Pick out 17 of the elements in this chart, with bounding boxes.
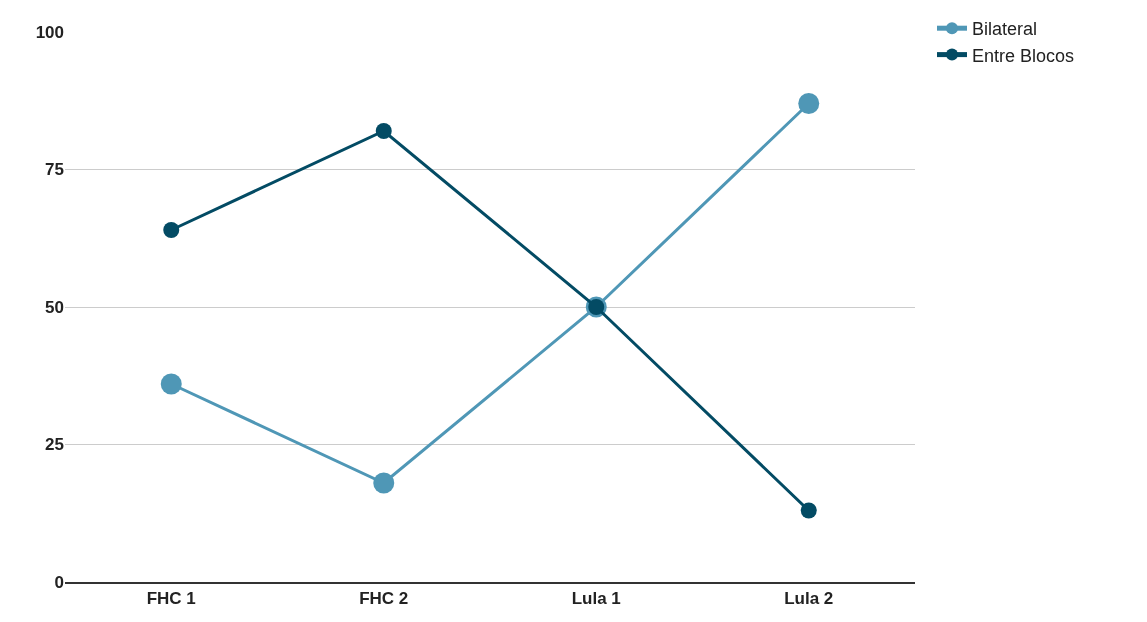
y-tick-label: 25 <box>45 435 64 455</box>
point <box>160 373 182 395</box>
y-tick-label: 100 <box>35 22 64 42</box>
x-tick-label: Lula 2 <box>784 589 834 609</box>
y-tick-label: 75 <box>45 160 64 180</box>
x-tick-label: FHC 1 <box>146 589 196 609</box>
x-tick-label: Lula 1 <box>571 589 621 609</box>
legend-label: Entre Blocos <box>972 45 1075 66</box>
point <box>375 123 392 139</box>
x-tick-label: FHC 2 <box>359 589 409 609</box>
y-tick-label: 50 <box>45 297 64 317</box>
y-tick-label: 0 <box>54 572 64 592</box>
point <box>163 222 180 238</box>
point <box>798 93 820 114</box>
point <box>800 502 817 519</box>
legend-label: Bilateral <box>972 19 1038 40</box>
point <box>373 472 395 494</box>
